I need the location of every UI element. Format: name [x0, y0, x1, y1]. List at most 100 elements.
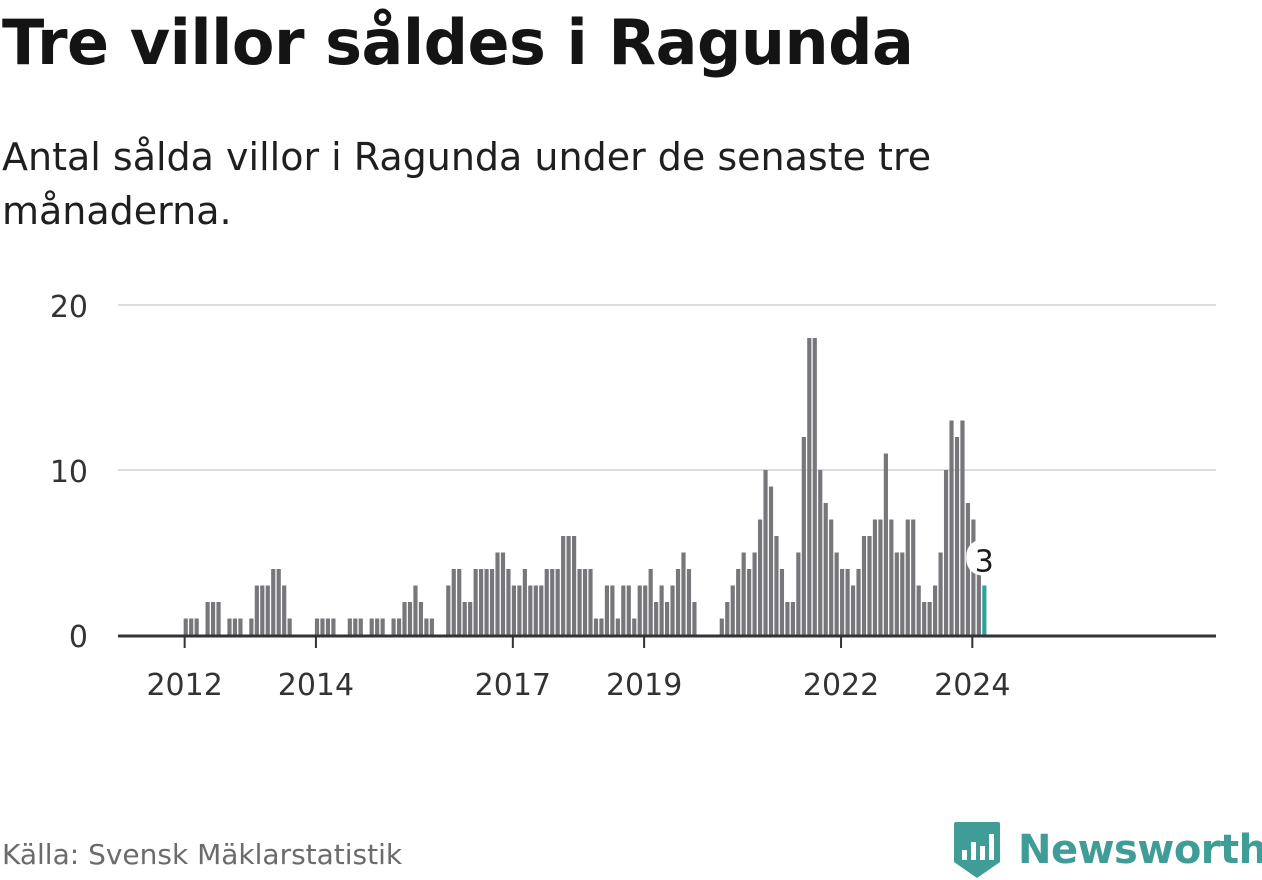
- bar: [757, 519, 763, 635]
- bar: [287, 618, 292, 635]
- bar: [429, 618, 434, 635]
- bar: [725, 602, 730, 635]
- source-note: Källa: Svensk Mäklarstatistik: [2, 838, 403, 871]
- bar: [719, 618, 724, 635]
- bar: [911, 519, 916, 635]
- bar: [418, 602, 424, 635]
- bar: [774, 536, 779, 635]
- bar: [391, 618, 396, 635]
- annotation: 3: [966, 539, 1003, 580]
- bar: [402, 602, 407, 635]
- bar: [533, 585, 538, 635]
- chart-subtitle: Antal sålda villor i Ragunda under de se…: [2, 135, 932, 233]
- x-axis: 2012 2014 2017 2019 2022 2024: [118, 634, 1216, 703]
- bar: [752, 552, 757, 635]
- bar: [254, 585, 259, 635]
- bar: [610, 585, 615, 635]
- bar: [479, 569, 484, 635]
- x-tick-label: 2012: [146, 668, 222, 703]
- bar: [260, 585, 265, 635]
- bar: [840, 569, 845, 635]
- bar: [495, 552, 500, 635]
- x-tick-label: 2022: [803, 668, 879, 703]
- y-tick-label: 0: [69, 620, 88, 655]
- bar: [396, 618, 402, 635]
- bar: [894, 552, 899, 635]
- bar: [736, 569, 741, 635]
- bar: [654, 602, 659, 635]
- bar: [276, 569, 281, 635]
- bar: [850, 585, 856, 635]
- bar: [353, 618, 358, 635]
- bar: [265, 585, 270, 635]
- y-axis-ticks: 0 10 20: [50, 290, 88, 655]
- bar: [829, 519, 834, 635]
- bar: [407, 602, 413, 635]
- bar: [883, 453, 888, 635]
- bar: [528, 585, 533, 635]
- bar: [796, 552, 801, 635]
- bar: [484, 569, 489, 635]
- bar: [949, 420, 954, 635]
- bar: [692, 602, 697, 635]
- bar: [473, 569, 478, 635]
- bar: [561, 536, 566, 635]
- bar: [954, 437, 960, 635]
- bar: [801, 437, 806, 635]
- bar: [905, 519, 910, 635]
- bar: [976, 569, 981, 635]
- highlight-value-label: 3: [975, 545, 994, 580]
- bar: [446, 585, 451, 635]
- bar: [550, 569, 555, 635]
- bar: [424, 618, 429, 635]
- bars: [183, 338, 987, 635]
- bar: [189, 618, 194, 635]
- bar: [331, 618, 336, 635]
- bar: [462, 602, 467, 635]
- bar: [659, 585, 664, 635]
- bar: [539, 585, 544, 635]
- bar: [845, 569, 850, 635]
- y-tick-label: 10: [50, 455, 88, 490]
- bar: [210, 602, 216, 635]
- bar: [500, 552, 506, 635]
- bar: [878, 519, 883, 635]
- bar: [347, 618, 352, 635]
- bar: [747, 569, 752, 635]
- bar: [971, 519, 976, 635]
- bar: [506, 569, 511, 635]
- bar: [582, 569, 588, 635]
- bar: [593, 618, 599, 635]
- bar: [648, 569, 653, 635]
- bar: [358, 618, 363, 635]
- bar: [457, 569, 462, 635]
- bar: [621, 585, 626, 635]
- bar: [965, 503, 971, 635]
- bar: [451, 569, 456, 635]
- bar: [872, 519, 878, 635]
- bar: [823, 503, 828, 635]
- y-tick-label: 20: [50, 290, 88, 325]
- bar: [675, 569, 681, 635]
- bar: [889, 519, 894, 635]
- bar: [632, 618, 637, 635]
- bar: [741, 552, 746, 635]
- chart-title: Tre villor såldes i Ragunda: [2, 6, 914, 79]
- bar: [834, 552, 839, 635]
- bar: [604, 585, 609, 635]
- bar: [572, 536, 577, 635]
- bar: [238, 618, 243, 635]
- bar: [665, 602, 670, 635]
- bar: [517, 585, 522, 635]
- bar: [325, 618, 331, 635]
- bar: [282, 585, 287, 635]
- bar: [681, 552, 686, 635]
- bar: [900, 552, 905, 635]
- bar: [183, 618, 188, 635]
- bar: [867, 536, 872, 635]
- bar: [369, 618, 374, 635]
- bar: [577, 569, 582, 635]
- bar: [670, 585, 675, 635]
- bar: [566, 536, 571, 635]
